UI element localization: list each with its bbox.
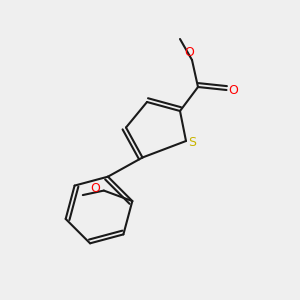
Text: S: S	[189, 136, 196, 149]
Text: O: O	[228, 83, 238, 97]
Text: O: O	[185, 46, 194, 59]
Text: O: O	[91, 182, 100, 195]
